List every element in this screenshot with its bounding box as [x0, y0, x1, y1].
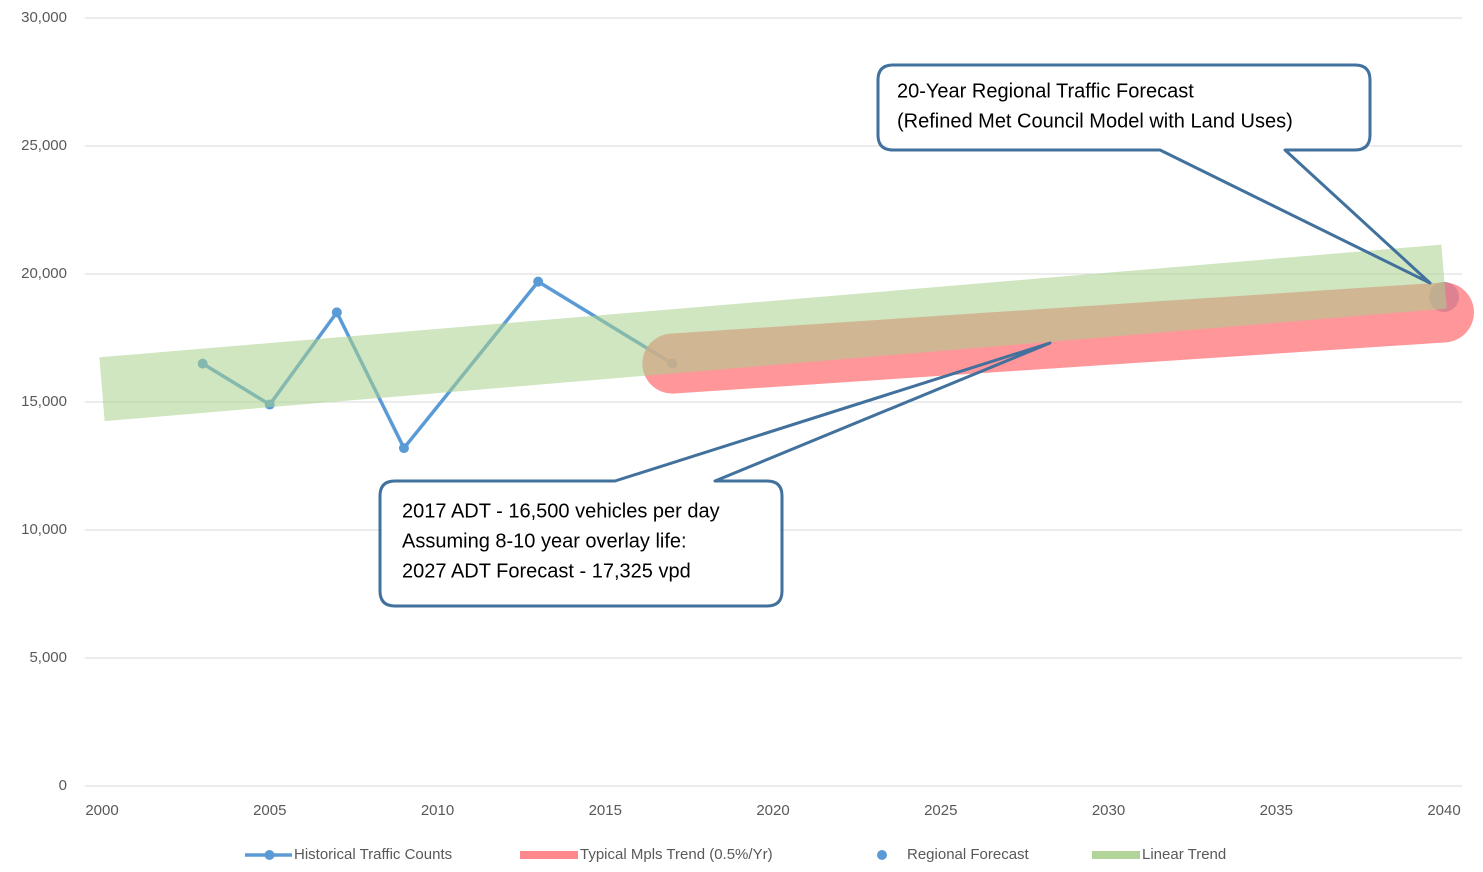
- series-marker: [331, 307, 342, 318]
- legend-label: Linear Trend: [1142, 846, 1226, 863]
- callout-fill: [382, 483, 780, 604]
- x-tick-label: 2010: [421, 802, 454, 819]
- series-marker: [398, 443, 409, 454]
- annotation-text: 2027 ADT Forecast - 17,325 vpd: [402, 560, 691, 582]
- legend-swatch: [877, 850, 887, 860]
- legend: Historical Traffic Counts Typical Mpls Tr…: [245, 846, 1226, 863]
- series-marker: [533, 276, 544, 287]
- x-tick-label: 2035: [1260, 802, 1293, 819]
- annotation-text: (Refined Met Council Model with Land Use…: [897, 110, 1293, 132]
- x-tick-label: 2000: [85, 802, 118, 819]
- annotation-text: Assuming 8-10 year overlay life:: [402, 530, 687, 552]
- x-tick-label: 2005: [253, 802, 286, 819]
- x-tick-label: 2020: [756, 802, 789, 819]
- callout: [876, 63, 1432, 285]
- legend-label: Regional Forecast: [907, 846, 1030, 863]
- annotation-text: 20-Year Regional Traffic Forecast: [897, 80, 1194, 102]
- y-tick-label: 5,000: [29, 649, 67, 666]
- x-tick-label: 2015: [589, 802, 622, 819]
- callout-fill: [880, 67, 1368, 148]
- plot-area: 0 5,000 10,000 15,000 20,000 25,000 30,000 2000…: [21, 9, 1474, 819]
- y-tick-label: 0: [59, 777, 67, 794]
- x-tick-label: 2030: [1092, 802, 1125, 819]
- legend-marker: [264, 850, 275, 860]
- y-tick-label: 30,000: [21, 9, 67, 26]
- y-tick-label: 25,000: [21, 137, 67, 154]
- y-tick-label: 15,000: [21, 393, 67, 410]
- annotation-text: 2017 ADT - 16,500 vehicles per day: [402, 500, 720, 522]
- x-tick-label: 2040: [1427, 802, 1460, 819]
- y-tick-label: 10,000: [21, 521, 67, 538]
- x-tick-label: 2025: [924, 802, 957, 819]
- callout: [378, 341, 1052, 608]
- legend-label: Typical Mpls Trend (0.5%/Yr): [580, 846, 773, 863]
- trend-band: [99, 244, 1447, 422]
- legend-label: Historical Traffic Counts: [294, 846, 452, 863]
- annotations: 20-Year Regional Traffic Forecast (Refin…: [378, 63, 1432, 608]
- y-tick-label: 20,000: [21, 265, 67, 282]
